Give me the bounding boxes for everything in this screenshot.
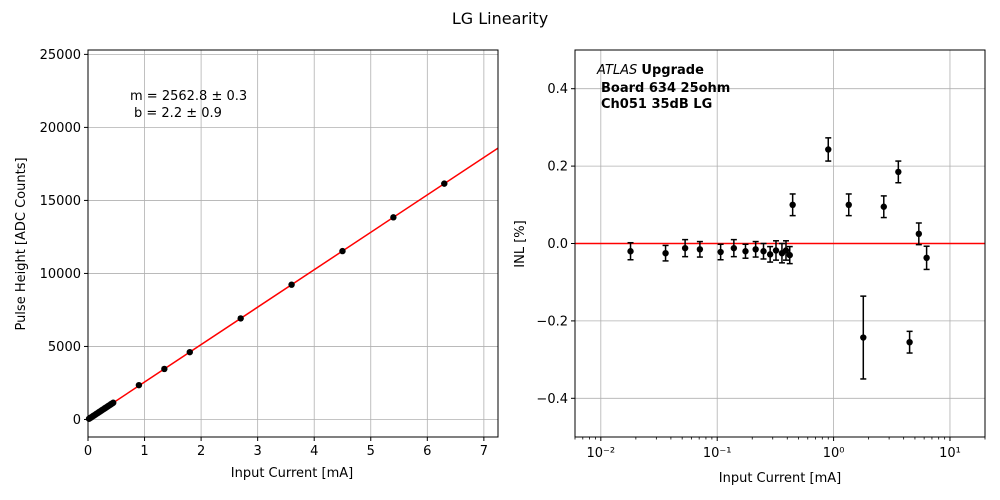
left-x-tick-label: 2 <box>197 444 205 459</box>
left-points <box>85 180 448 422</box>
left-x-tick-label: 1 <box>140 444 148 459</box>
left-y-tick-label: 15000 <box>40 194 81 209</box>
left-data-point <box>110 399 117 406</box>
right-data-point <box>845 201 852 208</box>
left-data-point <box>135 381 143 389</box>
right-x-tick-label: 10⁻¹ <box>703 446 732 461</box>
right-data-point <box>742 248 749 255</box>
right-y-ticks: −0.4 −0.2 0.0 0.2 0.4 <box>536 82 575 407</box>
right-data-point <box>696 246 704 253</box>
left-y-axis-label: Pulse Height [ADC Counts] <box>14 157 29 330</box>
board-label: Board 634 25ohm <box>601 81 730 96</box>
left-data-point <box>237 315 244 322</box>
left-data-point <box>186 348 193 356</box>
left-x-axis-label: Input Current [mA] <box>231 466 353 481</box>
left-y-ticks: 0 5000 10000 15000 20000 25000 <box>40 48 88 428</box>
left-x-tick-label: 6 <box>423 444 431 459</box>
right-points <box>627 137 930 380</box>
right-y-tick-label: 0.4 <box>547 82 568 97</box>
right-x-tick-label: 10¹ <box>939 446 961 461</box>
right-data-point <box>730 244 738 252</box>
left-data-point <box>288 281 295 288</box>
right-y-tick-label: −0.4 <box>536 392 568 407</box>
right-data-point <box>760 248 767 255</box>
right-data-point <box>825 146 832 153</box>
right-data-point <box>662 249 669 257</box>
left-y-tick-label: 20000 <box>40 121 81 136</box>
left-y-tick-label: 0 <box>73 413 81 428</box>
right-data-point <box>789 201 796 208</box>
fit-intercept-text: b = 2.2 ± 0.9 <box>134 106 222 121</box>
right-y-tick-label: 0.2 <box>547 160 568 175</box>
figure-title: LG Linearity <box>452 9 548 28</box>
right-y-tick-label: −0.2 <box>536 314 568 329</box>
left-data-point <box>161 365 168 373</box>
left-x-tick-label: 0 <box>84 444 92 459</box>
right-data-point <box>627 248 634 255</box>
left-x-tick-label: 3 <box>254 444 262 459</box>
right-x-tick-label: 10⁰ <box>823 446 845 461</box>
right-x-tick-label: 10⁻² <box>587 446 616 461</box>
left-y-tick-label: 5000 <box>48 340 81 355</box>
right-data-point <box>906 338 913 346</box>
left-data-point <box>339 247 346 255</box>
right-x-axis-label: Input Current [mA] <box>719 471 841 486</box>
right-data-point <box>782 247 790 254</box>
left-y-tick-label: 25000 <box>40 48 81 63</box>
atlas-label: ATLAS Upgrade <box>596 63 704 78</box>
right-data-point <box>923 254 930 262</box>
left-plot-frame <box>87 49 499 438</box>
left-grid <box>87 50 498 437</box>
fit-slope-text: m = 2562.8 ± 0.3 <box>130 89 247 104</box>
right-data-point <box>786 251 793 259</box>
left-x-tick-label: 7 <box>480 444 488 459</box>
right-data-point <box>860 334 867 341</box>
right-data-point <box>880 203 887 210</box>
right-y-axis-label: INL [%] <box>513 220 528 267</box>
left-y-tick-label: 10000 <box>40 267 81 282</box>
linearity-plot: 0 1 2 3 4 5 6 7 0 5000 10000 15000 20000 25000 m = 2… <box>14 48 499 481</box>
left-x-ticks: 0 1 2 3 4 5 6 7 <box>84 437 488 459</box>
right-data-point <box>766 251 774 258</box>
right-data-point <box>717 248 724 256</box>
left-data-point <box>441 180 448 187</box>
left-data-point <box>390 214 397 221</box>
right-data-point <box>772 247 780 254</box>
right-data-point <box>752 246 759 253</box>
right-data-point <box>681 244 689 252</box>
inl-plot: 10⁻² 10⁻¹ 10⁰ 10¹ −0.4 −0.2 0.0 0.2 0.4 ATLAS U… <box>513 49 986 486</box>
left-x-tick-label: 5 <box>367 444 375 459</box>
right-y-tick-label: 0.0 <box>547 237 568 252</box>
channel-label: Ch051 35dB LG <box>601 97 712 112</box>
right-data-point <box>915 230 923 238</box>
left-x-tick-label: 4 <box>310 444 318 459</box>
right-data-point <box>895 168 902 176</box>
right-x-ticks: 10⁻² 10⁻¹ 10⁰ 10¹ <box>574 437 986 461</box>
